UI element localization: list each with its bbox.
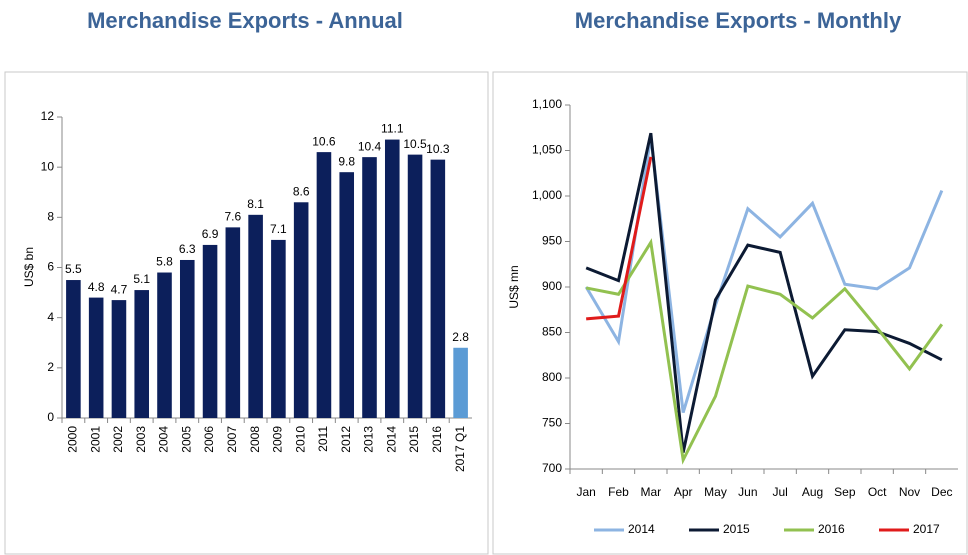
data-label: 8.1 xyxy=(247,197,264,211)
x-tick-label: 2015 xyxy=(407,426,421,453)
series-line xyxy=(585,132,943,453)
data-label: 7.1 xyxy=(270,222,287,236)
y-tick-label: 0 xyxy=(47,410,54,424)
x-tick-label: 2004 xyxy=(157,426,171,453)
x-tick-label: 2013 xyxy=(362,426,376,453)
x-tick-label: 2010 xyxy=(293,426,307,453)
y-tick-label: 6 xyxy=(47,260,54,274)
data-label: 11.1 xyxy=(381,122,404,136)
bar xyxy=(111,300,127,418)
data-label: 4.8 xyxy=(88,280,105,294)
y-tick-label: 850 xyxy=(542,325,562,339)
y-tick-label: 1,000 xyxy=(532,188,562,202)
data-label: 2.8 xyxy=(452,330,469,344)
bar xyxy=(384,139,400,418)
data-label: 8.6 xyxy=(293,184,310,198)
x-tick-label: Dec xyxy=(931,485,952,499)
x-tick-label: Jul xyxy=(772,485,787,499)
x-tick-label: Feb xyxy=(608,485,629,499)
y-tick-label: 950 xyxy=(542,234,562,248)
data-label: 6.9 xyxy=(202,227,219,241)
x-tick-label: 2002 xyxy=(111,426,125,453)
data-label: 4.7 xyxy=(111,282,128,296)
y-tick-label: 1,050 xyxy=(532,143,562,157)
chart-title: Merchandise Exports - Annual xyxy=(87,8,403,33)
x-tick-label: May xyxy=(704,485,727,499)
y-tick-label: 1,100 xyxy=(532,97,562,111)
series-line xyxy=(586,156,653,321)
bar xyxy=(179,259,195,418)
legend-label: 2014 xyxy=(628,522,655,536)
x-tick-label: 2016 xyxy=(430,426,444,453)
x-tick-label: 2014 xyxy=(384,426,398,453)
data-label: 7.6 xyxy=(224,210,241,224)
chart-title: Merchandise Exports - Monthly xyxy=(575,8,902,33)
y-tick-label: 750 xyxy=(542,416,562,430)
series-line xyxy=(585,238,944,465)
legend-label: 2015 xyxy=(723,522,750,536)
bar xyxy=(225,227,241,418)
panel-monthly xyxy=(492,71,968,555)
x-tick-label: 2011 xyxy=(316,426,330,452)
data-label: 9.8 xyxy=(338,154,355,168)
x-tick-label: Jun xyxy=(738,485,757,499)
y-tick-label: 4 xyxy=(47,310,54,324)
x-tick-label: Jan xyxy=(576,485,595,499)
x-tick-label: Sep xyxy=(834,485,856,499)
bar xyxy=(362,157,377,418)
x-tick-label: 2006 xyxy=(202,426,216,453)
data-label: 10.6 xyxy=(312,134,336,148)
bar xyxy=(339,172,355,418)
x-tick-label: 2000 xyxy=(66,426,80,453)
bar xyxy=(134,290,150,418)
y-tick-label: 700 xyxy=(542,461,562,475)
x-tick-label: 2003 xyxy=(134,426,148,453)
x-tick-label: Nov xyxy=(899,485,920,499)
bar xyxy=(248,214,263,418)
bar xyxy=(157,272,172,418)
y-tick-label: 10 xyxy=(41,159,55,173)
bar xyxy=(430,159,446,418)
y-axis-label: US$ mn xyxy=(507,265,521,308)
data-label: 10.3 xyxy=(426,142,450,156)
data-label: 5.8 xyxy=(156,255,173,269)
data-label: 5.1 xyxy=(133,272,150,286)
x-tick-label: 2012 xyxy=(339,426,353,453)
series-line xyxy=(584,136,944,414)
bar xyxy=(202,244,218,418)
bar xyxy=(316,152,332,418)
x-tick-label: Aug xyxy=(802,485,823,499)
bar xyxy=(271,239,286,418)
x-tick-label: Apr xyxy=(674,485,693,499)
x-tick-label: 2007 xyxy=(225,426,239,453)
data-label: 6.3 xyxy=(179,242,196,256)
x-tick-label: Mar xyxy=(640,485,661,499)
legend-label: 2016 xyxy=(818,522,845,536)
data-label: 5.5 xyxy=(65,262,82,276)
bar xyxy=(453,347,468,418)
legend-label: 2017 xyxy=(913,522,940,536)
bar xyxy=(66,280,81,418)
x-tick-label: 2017 Q1 xyxy=(453,426,467,472)
x-tick-label: 2005 xyxy=(179,426,193,453)
data-label: 10.5 xyxy=(403,137,427,151)
y-axis-label: US$ bn xyxy=(22,247,36,287)
y-tick-label: 8 xyxy=(47,210,54,224)
y-tick-label: 800 xyxy=(542,370,562,384)
data-label: 10.4 xyxy=(358,139,382,153)
panel-annual xyxy=(4,71,489,555)
y-tick-label: 2 xyxy=(47,360,54,374)
x-tick-label: Oct xyxy=(868,485,887,499)
bar xyxy=(88,297,104,418)
x-tick-label: 2001 xyxy=(88,426,102,453)
bar xyxy=(293,202,309,418)
x-tick-label: 2008 xyxy=(248,426,262,453)
bar xyxy=(407,154,423,418)
x-tick-label: 2009 xyxy=(271,426,285,453)
y-tick-label: 12 xyxy=(41,109,55,123)
y-tick-label: 900 xyxy=(542,279,562,293)
